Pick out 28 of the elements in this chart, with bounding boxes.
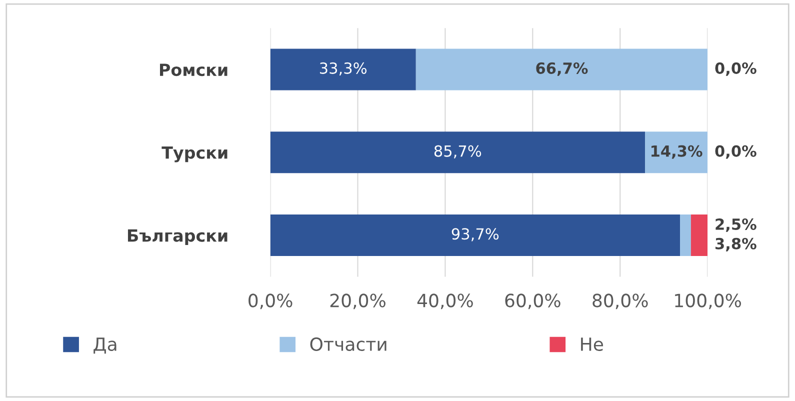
bar xyxy=(690,214,708,256)
data-label: 93,7% xyxy=(452,228,499,242)
bar xyxy=(270,214,680,256)
data-label: 2,5% xyxy=(716,218,756,232)
data-label: 85,7% xyxy=(434,145,482,158)
bar xyxy=(270,48,416,90)
x-tick-label: 40,0% xyxy=(417,294,473,310)
bar xyxy=(645,132,708,174)
legend-label: Не xyxy=(581,338,604,352)
x-tick-label: 0,0% xyxy=(248,294,292,310)
x-tick-label: 60,0% xyxy=(505,294,560,310)
data-label: 0,0% xyxy=(715,145,756,159)
y-tick-label: Български xyxy=(128,229,228,246)
y-tick-label: Турски xyxy=(162,146,228,162)
bar xyxy=(680,214,691,256)
bar xyxy=(270,132,646,174)
data-label: 3,8% xyxy=(716,238,756,252)
x-tick-label: 80,0% xyxy=(592,294,648,310)
data-label: 66,7% xyxy=(536,62,588,76)
legend-label: Отчасти xyxy=(310,337,386,352)
legend-label: Да xyxy=(94,338,116,354)
data-label: 14,3% xyxy=(652,145,702,159)
x-tick-label: 100,0% xyxy=(675,294,741,310)
data-label: 0,0% xyxy=(715,62,756,76)
x-tick-label: 20,0% xyxy=(330,294,386,310)
y-tick-label: Ромски xyxy=(160,64,228,76)
bar xyxy=(416,48,708,90)
data-label: 33,3% xyxy=(320,62,367,76)
